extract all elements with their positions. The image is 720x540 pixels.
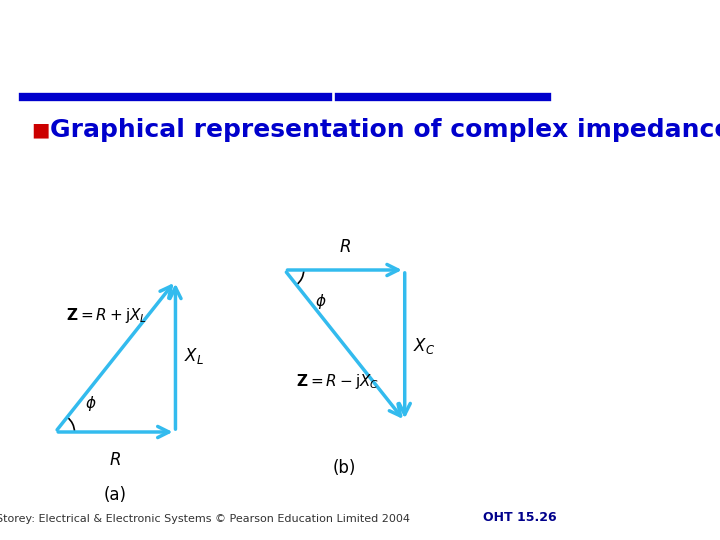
- Text: ■: ■: [31, 120, 49, 139]
- Text: $X_C$: $X_C$: [413, 335, 435, 356]
- Text: (b): (b): [333, 459, 356, 477]
- Text: $\phi$: $\phi$: [315, 292, 326, 310]
- Text: (a): (a): [104, 486, 127, 504]
- Text: $R$: $R$: [338, 239, 351, 256]
- Text: $X_L$: $X_L$: [184, 346, 204, 367]
- Text: $\mathbf{Z}=R-\mathrm{j}X_C$: $\mathbf{Z}=R-\mathrm{j}X_C$: [295, 372, 379, 390]
- Text: $\phi$: $\phi$: [86, 394, 97, 413]
- Text: Storey: Electrical & Electronic Systems © Pearson Education Limited 2004: Storey: Electrical & Electronic Systems …: [0, 514, 410, 524]
- Text: Graphical representation of complex impedance: Graphical representation of complex impe…: [50, 118, 720, 141]
- Text: $R$: $R$: [109, 451, 122, 469]
- Text: $\mathbf{Z}=R+\mathrm{j}X_L$: $\mathbf{Z}=R+\mathrm{j}X_L$: [66, 306, 148, 325]
- Text: OHT 15.26: OHT 15.26: [482, 511, 556, 524]
